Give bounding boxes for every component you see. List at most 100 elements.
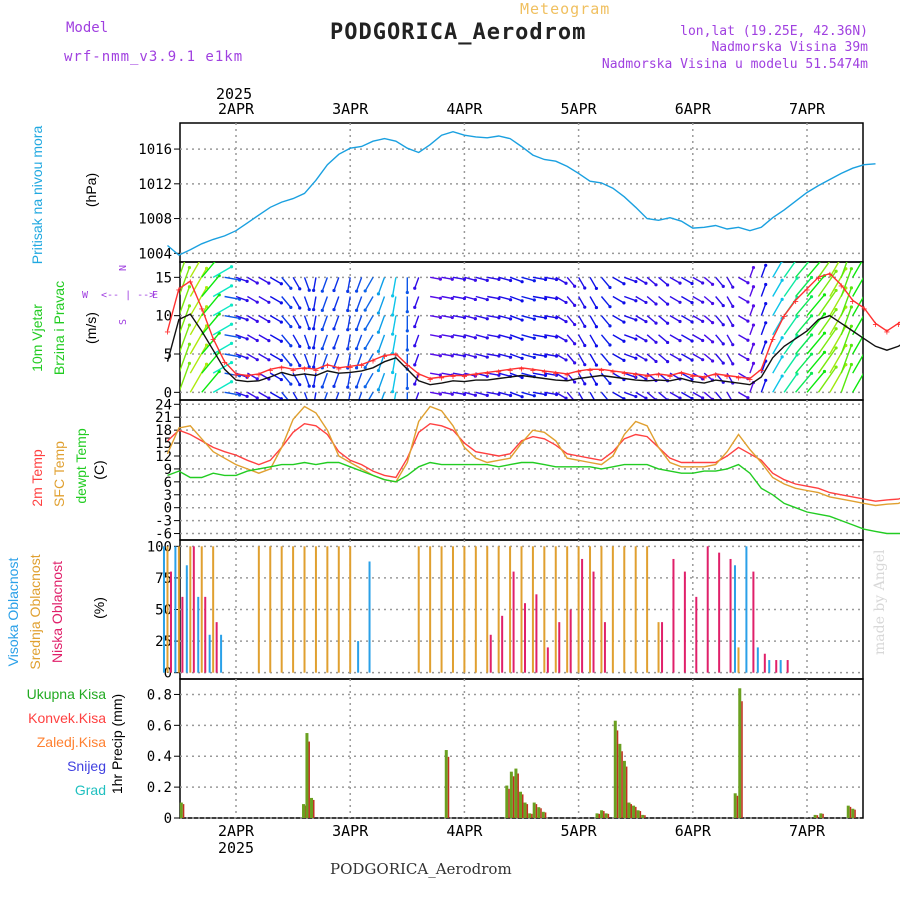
wind-arrow-head xyxy=(721,361,725,365)
wind-arrow-head xyxy=(875,312,878,315)
wind-gust-marker: + xyxy=(370,356,376,367)
bottom-date-label: 3APR xyxy=(332,822,369,840)
wind-arrow xyxy=(817,347,837,374)
wind-arrow-head xyxy=(888,374,891,377)
wind-gust-marker: + xyxy=(450,371,456,382)
wind-arrow xyxy=(355,296,363,311)
cloud-bar-2 xyxy=(524,603,526,673)
wind-arrow-head xyxy=(764,302,768,306)
wind-arrow xyxy=(247,372,258,380)
wind-arrow-head xyxy=(462,316,467,320)
wind-arrow xyxy=(577,391,584,400)
cloud-bar-1 xyxy=(657,622,660,673)
ytick-label-wind: 10 xyxy=(155,309,172,325)
wind-arrow-head xyxy=(405,290,409,295)
wind-gust-marker: + xyxy=(850,296,856,307)
wind-arrow xyxy=(303,353,310,368)
wind-arrow xyxy=(760,303,767,316)
wind-arrow-head xyxy=(850,248,853,251)
wind-arrow-head xyxy=(573,361,577,365)
wind-gust-marker: + xyxy=(381,352,387,363)
wind-arrow xyxy=(391,315,397,335)
wind-arrow-head xyxy=(508,336,513,340)
wind-arrow xyxy=(487,353,500,357)
wind-arrow-head xyxy=(520,280,524,284)
wind-arrow-head xyxy=(543,335,548,339)
wind-arrow-head xyxy=(666,283,670,287)
wind-arrow xyxy=(589,372,598,385)
wind-arrow-head xyxy=(532,298,536,302)
wind-arrow xyxy=(355,277,363,292)
cloud-bar-0 xyxy=(733,565,736,673)
cloud-bar-2 xyxy=(752,571,755,673)
wind-gust-marker: + xyxy=(347,362,353,373)
cloud-bar-1 xyxy=(474,546,477,673)
precip-bar xyxy=(179,802,183,818)
cloud-bar-2 xyxy=(181,596,184,673)
wind-arrow xyxy=(646,334,657,343)
wind-gust-marker: + xyxy=(838,281,844,292)
wind-gust-marker: + xyxy=(553,368,559,379)
precip-bar xyxy=(310,797,314,818)
wind-arrow xyxy=(247,315,258,322)
wind-arrow-head xyxy=(751,304,756,308)
wind-arrow-head xyxy=(865,348,868,351)
wind-arrow xyxy=(600,296,611,308)
wind-arrow-head xyxy=(644,300,648,305)
wind-arrow-head xyxy=(354,347,359,351)
wind-arrow xyxy=(333,372,340,387)
wind-arrow xyxy=(391,373,397,392)
wind-arrow-head xyxy=(573,284,577,288)
wind-arrow-head xyxy=(391,332,395,336)
precip-conv-bar xyxy=(447,756,450,818)
wind-arrow xyxy=(589,296,598,308)
wind-arrow xyxy=(703,334,714,343)
wind-arrow-head xyxy=(654,359,658,364)
wind-arrow-head xyxy=(245,337,249,341)
cloud-bar-2 xyxy=(729,558,732,673)
wind-arrow xyxy=(715,315,724,326)
wind-arrow-head xyxy=(473,374,477,378)
cloud-bar-0 xyxy=(756,647,759,673)
wind-arrow-head xyxy=(780,297,784,301)
wind-arrow xyxy=(292,334,301,347)
wind-arrow xyxy=(760,284,767,297)
wind-arrow-head xyxy=(172,374,175,377)
wind-arrow-head xyxy=(267,358,271,362)
pressure-unit: (hPa) xyxy=(83,173,99,207)
wind-arrow-head xyxy=(721,303,725,308)
wind-gust-marker: + xyxy=(884,327,890,338)
wind-arrow xyxy=(269,372,282,381)
wind-arrow-head xyxy=(751,265,756,270)
wind-arrow-head xyxy=(473,393,477,397)
model-label: Model xyxy=(66,20,109,36)
wind-gust-marker: + xyxy=(199,304,205,315)
wind-arrow-head xyxy=(332,288,336,293)
wind-arrow xyxy=(532,353,546,357)
wind-gust-marker: + xyxy=(302,364,308,375)
wind-arrow-head xyxy=(746,357,750,362)
wind-arrow xyxy=(333,334,340,349)
precip-bar xyxy=(519,791,522,818)
wind-arrow-head xyxy=(746,319,750,323)
wind-arrow-head xyxy=(751,323,756,327)
precip-conv-bar xyxy=(635,806,637,818)
wind-arrow-head xyxy=(308,404,311,407)
precip-conv-bar xyxy=(522,794,524,818)
precip-legend-1: Konvek.Kisa xyxy=(28,710,106,726)
cloud-bar-2 xyxy=(695,596,698,673)
wind-arrow xyxy=(589,276,598,289)
wind-arrow xyxy=(235,315,248,321)
wind-arrow xyxy=(840,306,853,336)
wind-arrow xyxy=(669,391,681,399)
wind-arrow-head xyxy=(573,303,577,307)
wind-arrow-head xyxy=(822,350,827,354)
wind-arrow-head xyxy=(405,310,409,314)
wind-arrow-head xyxy=(810,257,813,260)
wind-arrow xyxy=(635,334,647,342)
footer-station: PODGORICA_Aerodrom xyxy=(330,860,512,878)
wind-arrow-head xyxy=(229,380,234,384)
wind-arrow xyxy=(452,314,465,319)
precip-conv-bar xyxy=(526,804,529,818)
wind-arrow-head xyxy=(622,320,626,324)
